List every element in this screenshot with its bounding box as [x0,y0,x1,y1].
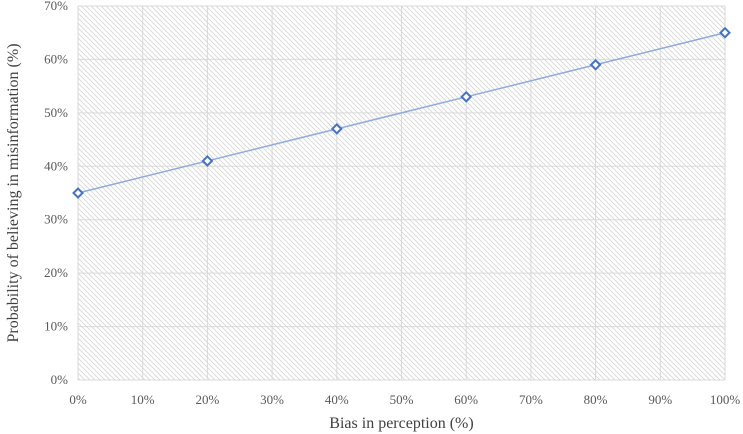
x-tick-label: 80% [584,392,608,407]
y-tick-label: 60% [44,51,68,66]
y-axis-ticks: 0% 10% 20% 30% 40% 50% 60% 70% [44,0,68,387]
series-layer [72,26,731,199]
x-tick-label: 100% [710,392,741,407]
data-point-marker [72,187,84,199]
y-axis-title: Probability of believing in misinformati… [5,43,22,342]
x-tick-label: 50% [390,392,414,407]
x-tick-label: 20% [195,392,219,407]
x-tick-label: 70% [519,392,543,407]
data-point-marker [719,26,731,39]
data-point-marker [589,58,602,71]
y-tick-label: 10% [44,319,68,334]
x-tick-label: 60% [454,392,478,407]
x-tick-label: 0% [69,392,87,407]
x-axis-ticks: 0% 10% 20% 30% 40% 50% 60% 70% 80% 90% 100% [69,392,740,407]
data-point-marker [201,155,214,167]
y-tick-label: 50% [44,105,68,120]
series-line [77,31,726,194]
data-point-marker [330,122,343,135]
x-tick-label: 40% [325,392,349,407]
x-axis-title: Bias in perception (%) [329,415,473,432]
x-tick-label: 90% [648,392,672,407]
y-tick-label: 70% [44,0,68,13]
y-tick-label: 30% [44,212,68,227]
y-tick-label: 40% [44,158,68,173]
y-tick-label: 0% [51,372,69,387]
y-tick-label: 20% [44,265,68,280]
x-tick-label: 30% [260,392,284,407]
x-tick-label: 10% [131,392,155,407]
data-point-marker [460,90,473,103]
